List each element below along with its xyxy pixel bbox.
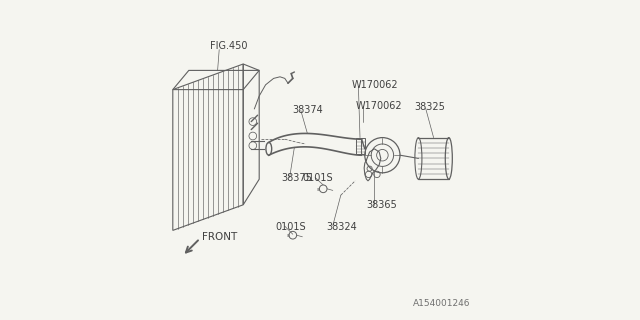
Text: FRONT: FRONT [202,232,237,242]
Text: 38365: 38365 [366,200,397,210]
Ellipse shape [415,138,422,179]
Ellipse shape [445,138,452,179]
Text: 0101S: 0101S [275,222,306,232]
Bar [356,138,361,154]
Text: 38325: 38325 [415,102,445,112]
Text: 38374: 38374 [292,105,324,116]
Text: 0101S: 0101S [302,172,333,183]
Text: 38375: 38375 [282,172,312,183]
Bar [361,138,365,154]
Text: 38324: 38324 [326,222,357,232]
Text: W170062: W170062 [352,80,399,90]
Text: FIG.450: FIG.450 [210,41,247,52]
Text: A154001246: A154001246 [413,299,470,308]
Text: W170062: W170062 [355,100,402,111]
